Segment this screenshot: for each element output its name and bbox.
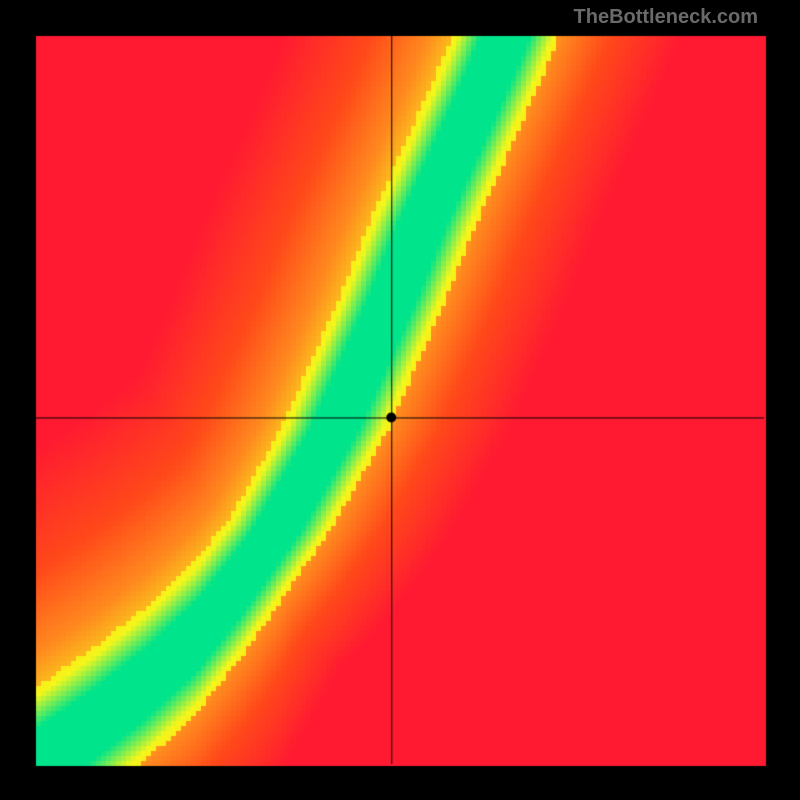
chart-container: TheBottleneck.com (0, 0, 800, 800)
watermark-text: TheBottleneck.com (574, 6, 758, 29)
bottleneck-heatmap (0, 0, 800, 800)
